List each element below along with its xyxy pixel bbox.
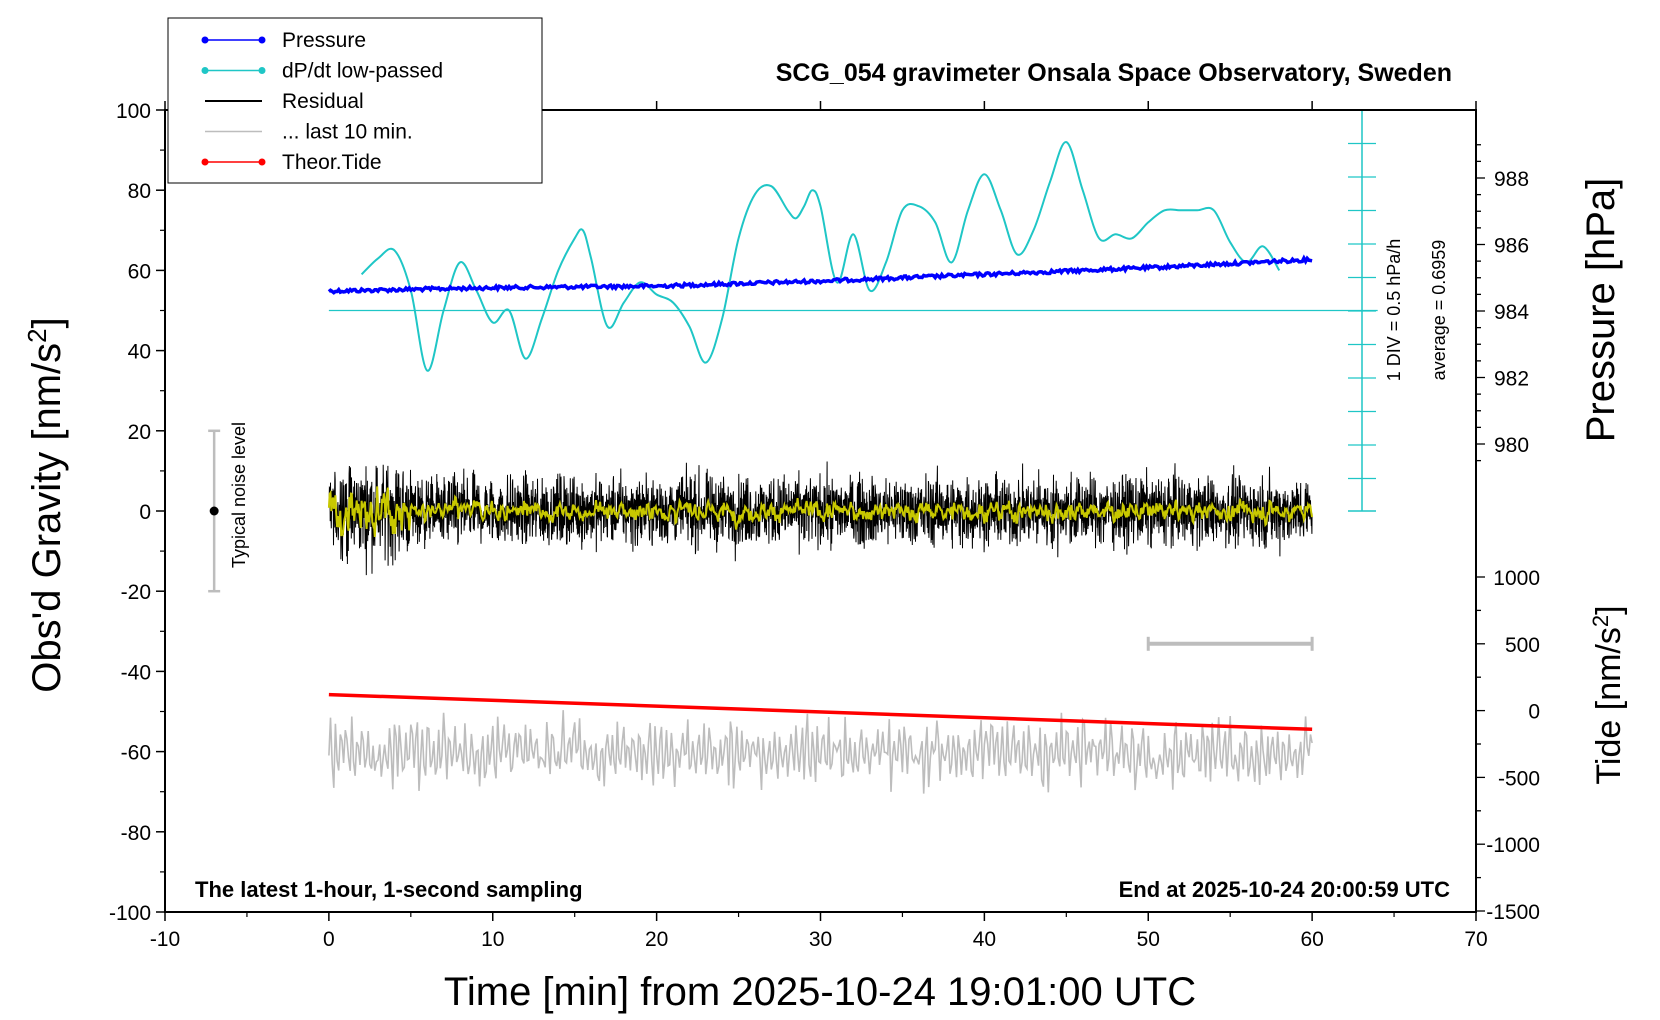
y-left-tick-label: -80 (121, 822, 151, 845)
y-pressure-tick-label: 986 (1494, 235, 1529, 258)
legend-items: Pressure dP/dt low-passed Residual ... last… (201, 29, 443, 174)
y-pressure-tick-label: 982 (1494, 368, 1529, 391)
y-left-tick-label: 80 (128, 180, 151, 203)
dpdt-scale-label: 1 DIV = 0.5 hPa/h (1384, 239, 1404, 382)
y-tide-tick-label: 500 (1505, 634, 1540, 657)
y-left-close: ] (25, 317, 69, 328)
legend-label: Residual (282, 90, 364, 113)
x-tick-label: -10 (150, 928, 180, 951)
legend-marker (201, 67, 209, 74)
residual-smooth-line (327, 486, 1314, 538)
pressure-series-line (327, 254, 1313, 295)
legend-marker (258, 67, 266, 74)
y-left-tick-label: 60 (128, 260, 151, 283)
dpdt-average-label: average = 0.6959 (1429, 240, 1449, 381)
legend-label: Theor.Tide (282, 151, 382, 174)
noise-bar-point (209, 506, 219, 516)
legend-marker (201, 158, 209, 166)
y-left-tick-label: -20 (121, 581, 151, 604)
legend-marker (258, 36, 266, 44)
legend: Pressure dP/dt low-passed Residual ... last… (167, 17, 543, 184)
y-left-tick-label: 20 (128, 421, 151, 444)
y-tide-tick-label: 0 (1528, 701, 1540, 724)
y-tide-tick-label: 1000 (1493, 567, 1540, 590)
y-left-tick-label: 0 (139, 501, 151, 524)
legend-label: dP/dt low-passed (282, 60, 443, 83)
x-tick-label: 30 (809, 928, 832, 951)
noise-level-label: Typical noise level (229, 422, 249, 568)
chart-title: SCG_054 gravimeter Onsala Space Observat… (776, 59, 1452, 87)
y-tide-sup: 2 (1588, 615, 1613, 627)
y-left-main: Obs'd Gravity [nm/s (25, 343, 69, 693)
x-axis-label: Time [min] from 2025-10-24 19:01:00 UTC (444, 970, 1196, 1014)
y-left-tick-label: -100 (109, 902, 151, 925)
y-pressure-tick-label: 980 (1494, 434, 1529, 457)
x-tick-label: 70 (1464, 928, 1487, 951)
legend-marker (201, 36, 209, 44)
y-tide-tick-label: -1500 (1486, 901, 1540, 924)
x-tick-label: 10 (481, 928, 504, 951)
last10-series-line (328, 710, 1313, 794)
x-tick-label: 60 (1300, 928, 1323, 951)
legend-label: Pressure (282, 29, 366, 52)
y-pressure-tick-label: 984 (1494, 301, 1529, 324)
y-axis-label-pressure: Pressure [hPa] (1579, 178, 1623, 443)
legend-label: ... last 10 min. (282, 121, 413, 144)
dpdt-series-line (360, 141, 1281, 372)
axes-layer: -10 0 10 20 30 40 50 60 70100806040200-20-40-60-… (109, 100, 1540, 951)
y-tide-tick-label: -1000 (1486, 834, 1540, 857)
note-right: End at 2025-10-24 20:00:59 UTC (1119, 877, 1450, 902)
tide-series-line (328, 692, 1313, 732)
y-left-tick-label: -60 (121, 742, 151, 765)
dpdt-scale-labels: 1 DIV = 0.5 hPa/h average = 0.6959 (1384, 239, 1449, 382)
x-tick-label: 0 (323, 928, 335, 951)
y-axis-label-tide: Tide [nm/s2] (1588, 605, 1628, 784)
x-tick-label: 20 (645, 928, 668, 951)
y-left-tick-label: -40 (121, 661, 151, 684)
x-tick-label: 40 (973, 928, 996, 951)
x-tick-label: 50 (1137, 928, 1160, 951)
series-layer (208, 109, 1378, 794)
y-tide-main: Tide [nm/s (1590, 627, 1628, 784)
legend-marker (258, 158, 266, 166)
y-tide-close: ] (1590, 605, 1628, 614)
y-left-tick-label: 40 (128, 341, 151, 364)
y-pressure-tick-label: 988 (1494, 168, 1529, 191)
y-left-sup: 2 (22, 328, 52, 342)
y-axis-label-left: Obs'd Gravity [nm/s2] (22, 317, 69, 693)
y-left-tick-label: 100 (116, 100, 151, 123)
note-left: The latest 1-hour, 1-second sampling (195, 877, 583, 902)
y-tide-tick-label: -500 (1498, 767, 1540, 790)
